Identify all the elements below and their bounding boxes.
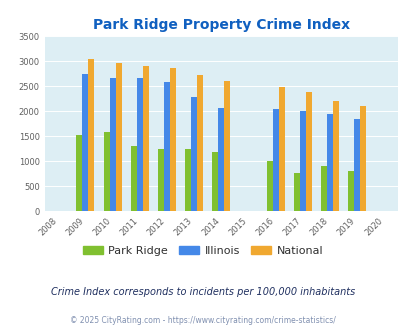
Bar	[170, 68, 175, 211]
Bar	[130, 147, 136, 211]
Text: © 2025 CityRating.com - https://www.cityrating.com/crime-statistics/: © 2025 CityRating.com - https://www.city…	[70, 316, 335, 325]
Bar	[164, 82, 170, 211]
Bar	[196, 75, 202, 211]
Bar	[185, 149, 191, 211]
Legend: Park Ridge, Illinois, National: Park Ridge, Illinois, National	[78, 241, 327, 260]
Bar	[82, 74, 88, 211]
Bar	[326, 114, 332, 211]
Bar	[136, 78, 143, 211]
Bar	[293, 173, 299, 211]
Bar	[88, 59, 94, 211]
Bar	[266, 161, 272, 211]
Bar	[224, 81, 230, 211]
Bar	[115, 63, 121, 211]
Bar	[305, 92, 311, 211]
Bar	[158, 149, 164, 211]
Bar	[218, 108, 224, 211]
Title: Park Ridge Property Crime Index: Park Ridge Property Crime Index	[92, 18, 349, 32]
Bar	[359, 106, 365, 211]
Bar	[299, 111, 305, 211]
Bar	[332, 101, 338, 211]
Bar	[191, 97, 196, 211]
Bar	[103, 132, 109, 211]
Bar	[320, 166, 326, 211]
Bar	[212, 152, 218, 211]
Bar	[272, 109, 278, 211]
Bar	[143, 66, 148, 211]
Bar	[109, 78, 115, 211]
Bar	[76, 135, 82, 211]
Bar	[347, 171, 353, 211]
Bar	[278, 87, 284, 211]
Bar	[353, 119, 359, 211]
Text: Crime Index corresponds to incidents per 100,000 inhabitants: Crime Index corresponds to incidents per…	[51, 287, 354, 297]
